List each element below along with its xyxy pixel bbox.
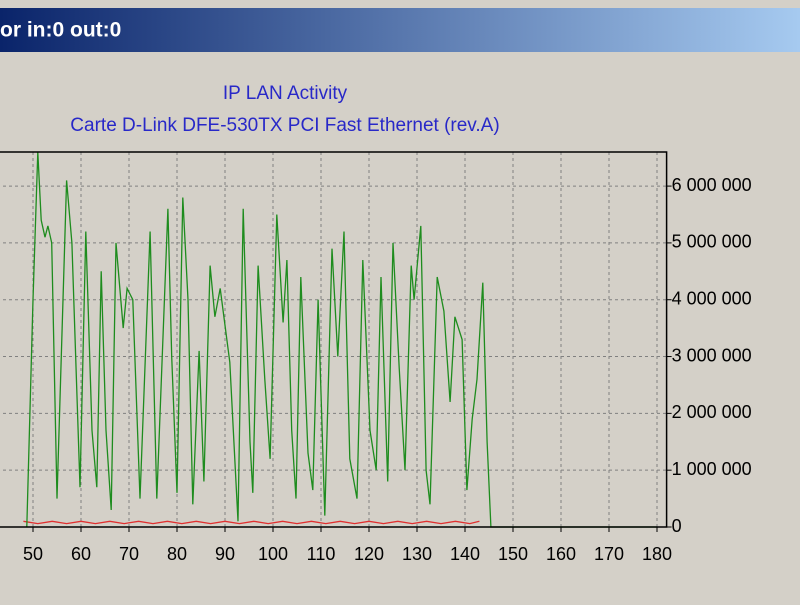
data-line <box>26 151 657 528</box>
y-tick-label: 6 000 000 <box>672 175 752 195</box>
x-tick-label: 60 <box>71 544 91 564</box>
window-title: or in:0 out:0 <box>0 19 121 42</box>
y-tick-label: 3 000 000 <box>672 345 752 365</box>
x-tick-label: 120 <box>354 544 384 564</box>
plot-area <box>0 152 667 527</box>
x-tick-label: 140 <box>450 544 480 564</box>
y-tick-label: 1 000 000 <box>672 459 752 479</box>
y-tick-label: 0 <box>672 516 682 536</box>
x-tick-label: 80 <box>167 544 187 564</box>
x-tick-label: 100 <box>258 544 288 564</box>
x-tick-label: 160 <box>546 544 576 564</box>
x-tick-label: 150 <box>498 544 528 564</box>
plot-border <box>0 151 668 528</box>
y-tick-label: 2 000 000 <box>672 402 752 422</box>
y-tick-label: 4 000 000 <box>672 288 752 308</box>
plot: 0 1 000 000 2 000 000 3 000 000 4 000 000 5 0… <box>0 151 752 564</box>
x-tick-label: 170 <box>594 544 624 564</box>
chart-title: IP LAN Activity <box>223 83 348 104</box>
y-tick-label: 5 000 000 <box>672 232 752 252</box>
title-bar <box>0 8 800 52</box>
x-tick-label: 50 <box>23 544 43 564</box>
x-tick-label: 130 <box>402 544 432 564</box>
data-line <box>23 520 480 525</box>
x-tick-label: 180 <box>642 544 672 564</box>
x-tick-label: 90 <box>215 544 235 564</box>
x-tick-label: 70 <box>119 544 139 564</box>
chart-subtitle: Carte D-Link DFE-530TX PCI Fast Ethernet… <box>70 115 499 136</box>
x-tick-label: 110 <box>307 544 336 564</box>
